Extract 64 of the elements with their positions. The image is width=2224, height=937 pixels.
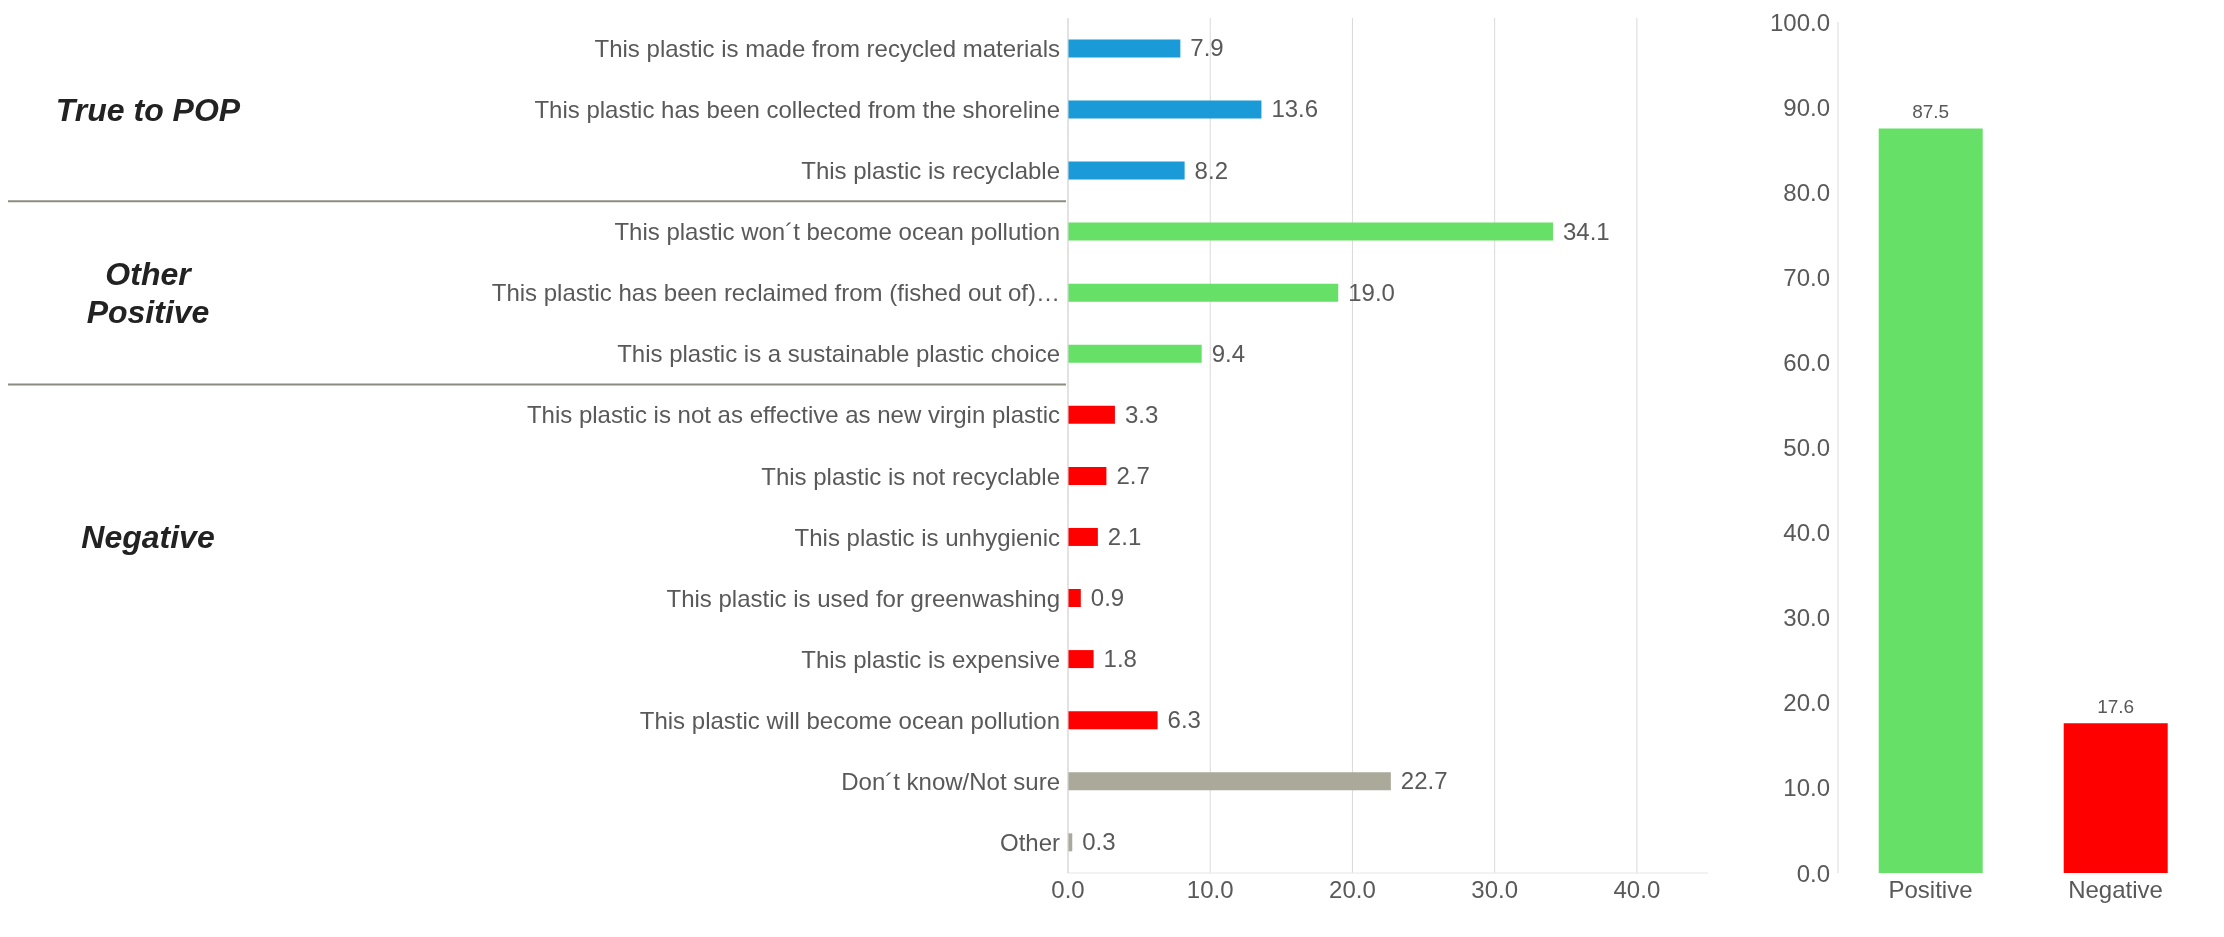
- x-tick-label: 30.0: [1471, 876, 1519, 904]
- data-label: 34.1: [1562, 217, 1610, 245]
- y-tick-label: 50.0: [1783, 434, 1830, 462]
- y-tick-label: This plastic is not recyclable: [761, 462, 1060, 490]
- text: Other Positive: [85, 254, 211, 332]
- y-tick-label: This plastic is used for greenwashing: [666, 584, 1060, 612]
- bar: [1068, 650, 1094, 669]
- bar: [1068, 344, 1202, 363]
- y-tick-label: 40.0: [1783, 519, 1830, 547]
- x-tick-label: Positive: [1888, 876, 1973, 904]
- data-label: 1.8: [1103, 645, 1137, 673]
- bar: [1068, 283, 1339, 302]
- bar: [1068, 466, 1107, 485]
- bar: [1068, 161, 1185, 180]
- bar: [1068, 405, 1115, 424]
- data-label: 9.4: [1211, 339, 1246, 367]
- y-tick-label: This plastic will become ocean pollution: [639, 706, 1060, 734]
- text: True to POP: [54, 90, 242, 130]
- y-tick-label: Don´t know/Not sure: [841, 767, 1060, 795]
- x-tick-label: 0.0: [1051, 876, 1085, 904]
- data-label: 19.0: [1348, 278, 1395, 306]
- x-tick-label: Negative: [2068, 876, 2163, 904]
- y-tick-label: This plastic is a sustainable plastic choice: [617, 340, 1060, 368]
- data-label: 87.5: [1912, 101, 1950, 123]
- y-tick-label: 90.0: [1783, 93, 1830, 121]
- data-label: 0.9: [1090, 584, 1125, 612]
- bar: [1068, 100, 1262, 119]
- y-tick-label: This plastic is recyclable: [801, 157, 1060, 185]
- data-label: 2.1: [1107, 522, 1142, 550]
- y-tick-label: This plastic is expensive: [801, 645, 1060, 673]
- x-tick-label: 40.0: [1613, 876, 1661, 904]
- bar: [1068, 527, 1098, 546]
- bar: [1068, 222, 1553, 241]
- bar: [1068, 772, 1391, 791]
- y-tick-label: 10.0: [1783, 774, 1830, 802]
- y-tick-label: Other: [999, 828, 1060, 856]
- y-tick-label: This plastic has been collected from the shoreline: [534, 96, 1060, 124]
- data-label: 8.2: [1194, 156, 1228, 184]
- bar: [1068, 589, 1081, 608]
- y-tick-label: 70.0: [1783, 263, 1830, 291]
- y-tick-label: 80.0: [1783, 178, 1830, 206]
- y-tick-label: This plastic is not as effective as new virgin plastic: [526, 401, 1060, 429]
- y-tick-label: 0.0: [1796, 859, 1830, 887]
- data-label: 13.6: [1271, 95, 1319, 123]
- y-tick-label: 20.0: [1783, 689, 1830, 717]
- data-label: 2.7: [1116, 461, 1150, 489]
- y-tick-label: 60.0: [1783, 348, 1830, 376]
- y-tick-label: 100.0: [1769, 8, 1830, 36]
- data-label: 3.3: [1124, 400, 1159, 428]
- data-label: 7.9: [1190, 34, 1224, 62]
- data-label: 22.7: [1400, 767, 1448, 795]
- data-label: 17.6: [2097, 696, 2135, 718]
- y-tick-label: This plastic is unhygienic: [794, 523, 1060, 551]
- bar: [1068, 39, 1181, 58]
- x-tick-label: 20.0: [1329, 876, 1376, 904]
- text: Negative: [80, 518, 216, 558]
- x-tick-label: 10.0: [1186, 876, 1234, 904]
- y-tick-label: This plastic is made from recycled materials: [594, 35, 1060, 63]
- bar: [1068, 711, 1158, 730]
- data-label: 0.3: [1082, 828, 1116, 856]
- y-tick-label: This plastic won´t become ocean pollution: [614, 218, 1060, 246]
- y-tick-label: 30.0: [1783, 604, 1830, 632]
- y-tick-label: This plastic has been reclaimed from (fished out of)…: [491, 279, 1060, 307]
- data-label: 6.3: [1167, 706, 1201, 734]
